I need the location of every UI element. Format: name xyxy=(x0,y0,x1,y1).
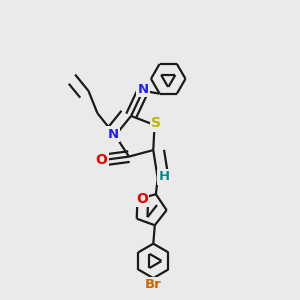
Text: N: N xyxy=(137,83,148,96)
Text: Br: Br xyxy=(145,278,162,291)
Text: O: O xyxy=(136,192,148,206)
Text: N: N xyxy=(107,128,118,140)
Text: S: S xyxy=(151,116,161,130)
Text: O: O xyxy=(95,153,107,166)
Text: H: H xyxy=(159,170,170,183)
